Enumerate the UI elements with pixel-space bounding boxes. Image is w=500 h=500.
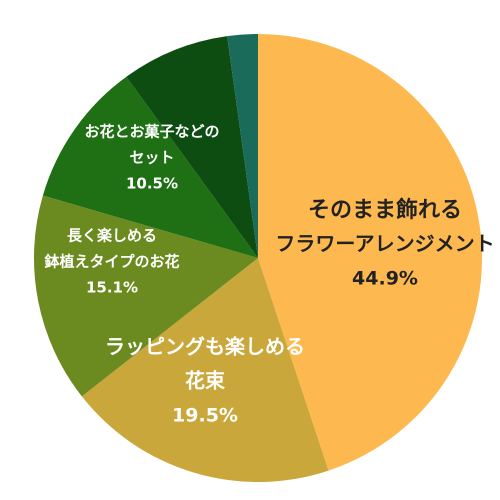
pie-slice-2 [33, 195, 259, 397]
slice-2-label-line-0: 長く楽しめる [67, 227, 157, 245]
slice-1-label-line-1: 花束 [185, 369, 226, 393]
slice-0-value-label: 44.9% [352, 268, 418, 290]
pie-slice-4 [126, 36, 258, 258]
slice-1-value-label: 19.5% [172, 405, 238, 427]
slice-3-label-line-1: セット [129, 149, 174, 167]
pie-slices [33, 34, 483, 483]
pie-slice-1 [81, 258, 329, 483]
slice-1-label-line-0: ラッピングも楽しめる [105, 335, 305, 359]
slice-0-label-line-0: そのまま飾れる [308, 197, 462, 223]
slice-2-value-label: 15.1% [86, 279, 138, 297]
slice-3-label-line-0: お花とお菓子などの [84, 123, 219, 141]
pie-slice-0 [258, 34, 483, 471]
slice-2-label-line-1: 鉢植えタイプのお花 [44, 253, 179, 271]
pie-slice-5 [227, 34, 258, 258]
pie-slice-3 [42, 76, 258, 258]
slice-0-label-line-1: フラワーアレンジメント [275, 232, 494, 256]
slice-3-value-label: 10.5% [126, 175, 178, 193]
